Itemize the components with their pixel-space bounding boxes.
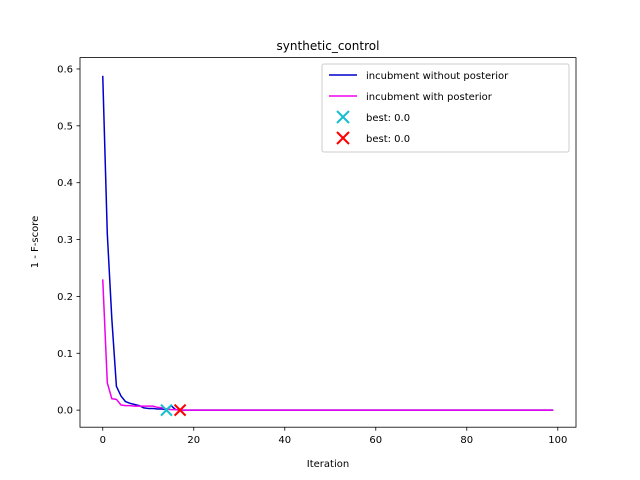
best-marker-1 xyxy=(160,403,173,417)
y-tick-label: 0.3 xyxy=(57,235,73,246)
y-tick-label: 0.5 xyxy=(57,121,73,132)
x-tick-label: 0 xyxy=(100,435,106,446)
plot-frame xyxy=(79,57,577,428)
chart-title: synthetic_control xyxy=(277,39,380,53)
legend-label: best: 0.0 xyxy=(366,134,410,145)
x-tick-label: 20 xyxy=(187,435,200,446)
x-axis-ticks: 0 20 40 60 80 100 xyxy=(100,427,567,446)
x-tick-label: 40 xyxy=(278,435,291,446)
y-tick-label: 0.1 xyxy=(57,349,73,360)
legend-label: incubment with posterior xyxy=(366,92,493,103)
y-axis-ticks: 0.0 0.1 0.2 0.3 0.4 0.5 0.6 xyxy=(57,64,80,417)
y-tick-label: 0.6 xyxy=(57,64,73,75)
y-tick-label: 0.2 xyxy=(57,292,73,303)
legend: incubment without posterior incubment wit… xyxy=(321,63,570,153)
legend-frame xyxy=(321,63,570,153)
x-tick-label: 100 xyxy=(548,435,567,446)
legend-marker-swatch xyxy=(336,131,350,145)
marker-layer xyxy=(160,403,187,417)
y-axis-title: 1 - F-score xyxy=(30,216,41,269)
legend-item-3: best: 0.0 xyxy=(336,110,410,124)
legend-item-2: incubment with posterior xyxy=(329,92,493,103)
y-tick-label: 0.4 xyxy=(57,178,73,189)
legend-label: best: 0.0 xyxy=(366,113,410,124)
x-tick-label: 80 xyxy=(460,435,473,446)
best-marker-2 xyxy=(173,403,187,417)
y-tick-label: 0.0 xyxy=(57,406,73,417)
legend-label: incubment without posterior xyxy=(366,71,509,82)
legend-item-4: best: 0.0 xyxy=(336,131,410,145)
series-line-2 xyxy=(102,279,554,411)
x-tick-label: 60 xyxy=(369,435,382,446)
x-axis-title: Iteration xyxy=(307,459,349,470)
legend-marker-swatch xyxy=(336,110,350,124)
legend-item-1: incubment without posterior xyxy=(329,71,509,82)
